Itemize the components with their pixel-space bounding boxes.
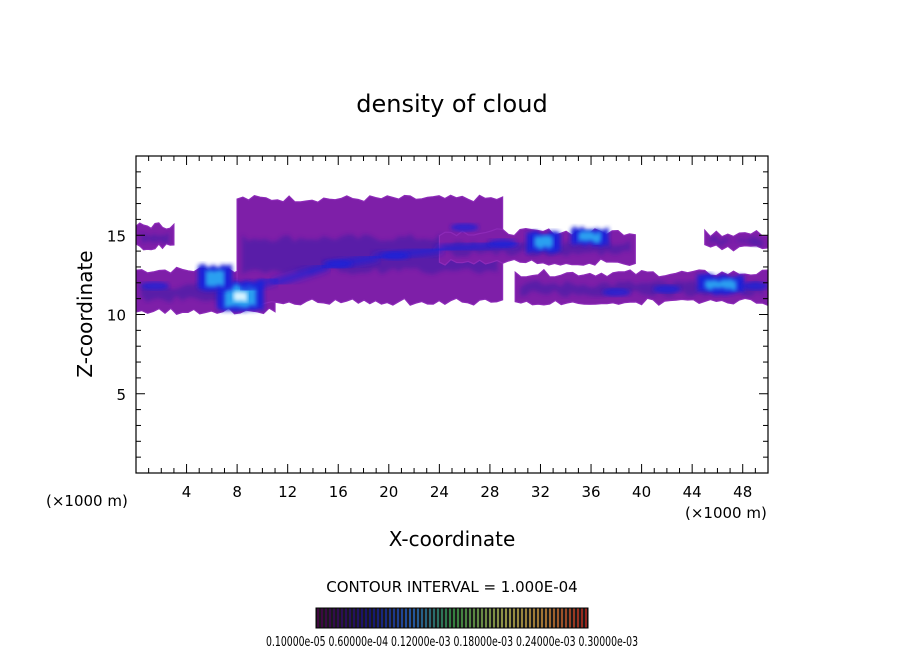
x-tick-label: 44: [683, 483, 702, 501]
x-unit-right: (×1000 m): [685, 504, 767, 522]
cloud-region: [704, 228, 768, 252]
colorbar: [315, 607, 589, 629]
colorbar-background: [316, 608, 588, 628]
colorbar-frame: [315, 607, 589, 629]
y-axis-label: Z-coordinate: [73, 250, 97, 377]
x-tick-label: 20: [379, 483, 398, 501]
x-tick-label: 12: [278, 483, 297, 501]
x-tick-label: 48: [733, 483, 752, 501]
x-tick-label: 8: [232, 483, 242, 501]
cloud-region: [570, 225, 609, 248]
cloud-region: [136, 222, 175, 251]
cloud-region: [197, 263, 233, 292]
updraft-streak: [140, 223, 768, 297]
plot-area: [136, 194, 768, 315]
x-unit-left: (×1000 m): [46, 492, 128, 510]
x-tick-label: 16: [329, 483, 348, 501]
y-tick-label: 5: [116, 386, 126, 404]
x-tick-label: 4: [182, 483, 192, 501]
contour-interval: CONTOUR INTERVAL = 1.000E-04: [326, 578, 577, 596]
x-axis-label: X-coordinate: [389, 527, 516, 551]
x-tick-label: 36: [581, 483, 600, 501]
y-tick-label: 15: [107, 227, 126, 245]
x-tick-label: 32: [531, 483, 550, 501]
y-tick-label: 10: [107, 307, 126, 325]
cloud-region: [697, 273, 744, 296]
x-tick-label: 28: [480, 483, 499, 501]
chart-title: density of cloud: [356, 90, 547, 118]
cloud-region: [526, 230, 561, 255]
colorbar-labels: 0.10000e-05 0.60000e-04 0.12000e-03 0.18…: [266, 634, 638, 650]
x-tick-label: 24: [430, 483, 449, 501]
cloud-region: [236, 194, 504, 306]
x-tick-label: 40: [632, 483, 651, 501]
